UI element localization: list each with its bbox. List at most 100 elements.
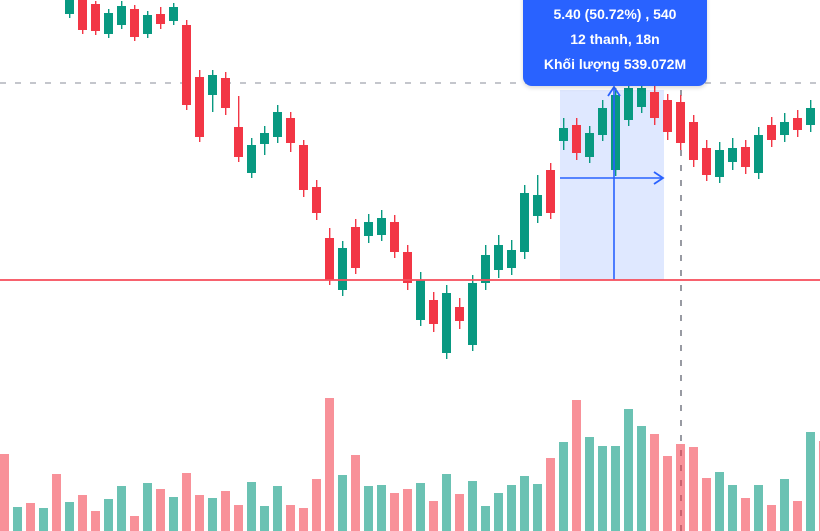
volume-bar bbox=[78, 495, 87, 531]
candle-body bbox=[780, 122, 789, 135]
candle-body bbox=[585, 133, 594, 157]
volume-bar bbox=[429, 501, 438, 531]
volume-bar bbox=[169, 497, 178, 531]
candle-body bbox=[429, 300, 438, 324]
candle-body bbox=[546, 170, 555, 213]
candle-body bbox=[351, 227, 360, 268]
candle-body bbox=[559, 128, 568, 141]
volume-bar bbox=[572, 400, 581, 531]
candle-body bbox=[689, 122, 698, 160]
volume-bar bbox=[0, 454, 9, 531]
candle-body bbox=[130, 9, 139, 37]
candle-body bbox=[494, 245, 503, 270]
candle-pane bbox=[65, 0, 815, 359]
candle-body bbox=[299, 145, 308, 190]
candle-body bbox=[182, 25, 191, 105]
candle-body bbox=[91, 4, 100, 31]
candle-body bbox=[234, 127, 243, 157]
measure-right-arrowhead bbox=[653, 171, 665, 185]
volume-bar bbox=[39, 508, 48, 531]
candle-body bbox=[728, 148, 737, 162]
candle-body bbox=[455, 307, 464, 321]
measure-drawing[interactable] bbox=[560, 85, 665, 280]
volume-bar bbox=[754, 485, 763, 531]
volume-bar bbox=[221, 491, 230, 531]
volume-bar bbox=[13, 507, 22, 531]
candle-body bbox=[676, 102, 685, 143]
volume-bar bbox=[260, 506, 269, 531]
volume-bar bbox=[689, 447, 698, 531]
candle-body bbox=[806, 108, 815, 125]
candle-body bbox=[312, 187, 321, 213]
volume-bar bbox=[663, 456, 672, 531]
candle-body bbox=[325, 238, 334, 280]
volume-bar bbox=[377, 485, 386, 531]
candle-body bbox=[650, 92, 659, 118]
volume-bar bbox=[585, 437, 594, 531]
volume-bar bbox=[806, 432, 815, 531]
volume-bar bbox=[767, 505, 776, 531]
volume-bar bbox=[195, 495, 204, 531]
volume-bar bbox=[715, 472, 724, 531]
volume-bar bbox=[104, 499, 113, 531]
candle-body bbox=[468, 283, 477, 345]
volume-bar bbox=[559, 442, 568, 531]
volume-bar bbox=[52, 474, 61, 531]
volume-bar bbox=[156, 489, 165, 531]
volume-bar bbox=[468, 481, 477, 531]
candle-body bbox=[195, 77, 204, 137]
candle-body bbox=[78, 0, 87, 30]
volume-bar bbox=[598, 446, 607, 531]
candle-body bbox=[364, 222, 373, 236]
volume-bar bbox=[676, 444, 685, 531]
volume-bar bbox=[364, 486, 373, 531]
candle-body bbox=[624, 88, 633, 120]
volume-bar bbox=[793, 501, 802, 531]
volume-bar bbox=[91, 511, 100, 531]
volume-bar bbox=[702, 478, 711, 531]
volume-bar bbox=[442, 474, 451, 531]
volume-bar bbox=[182, 473, 191, 531]
measure-tooltip: 5.40 (50.72%) , 540 12 thanh, 18n Khối l… bbox=[523, 0, 707, 86]
volume-bar bbox=[273, 486, 282, 531]
volume-bar bbox=[624, 409, 633, 531]
candle-body bbox=[247, 145, 256, 173]
volume-bar bbox=[338, 475, 347, 531]
volume-bar bbox=[312, 479, 321, 531]
volume-bar bbox=[299, 508, 308, 531]
volume-bar bbox=[520, 476, 529, 531]
candle-body bbox=[572, 125, 581, 153]
candle-body bbox=[169, 7, 178, 21]
volume-bar bbox=[741, 498, 750, 531]
candle-body bbox=[143, 15, 152, 34]
volume-bar bbox=[416, 483, 425, 531]
volume-bar bbox=[507, 485, 516, 531]
candle-body bbox=[741, 147, 750, 167]
candle-body bbox=[507, 250, 516, 268]
volume-bar bbox=[650, 434, 659, 531]
volume-bar bbox=[637, 426, 646, 531]
volume-bar bbox=[234, 505, 243, 531]
volume-bar bbox=[611, 446, 620, 531]
candle-body bbox=[221, 78, 230, 108]
candle-body bbox=[416, 280, 425, 320]
candle-body bbox=[260, 133, 269, 144]
candle-body bbox=[611, 95, 620, 170]
measure-up-arrowhead bbox=[607, 85, 621, 97]
volume-bar bbox=[143, 483, 152, 531]
volume-bar bbox=[481, 506, 490, 531]
volume-bar bbox=[65, 502, 74, 531]
volume-bar bbox=[130, 516, 139, 531]
volume-bar bbox=[390, 493, 399, 531]
candle-body bbox=[338, 248, 347, 290]
volume-bar bbox=[351, 455, 360, 531]
volume-bar bbox=[208, 498, 217, 531]
volume-bar bbox=[286, 505, 295, 531]
volume-bar bbox=[247, 482, 256, 531]
candle-body bbox=[273, 112, 282, 137]
candle-body bbox=[65, 0, 74, 14]
candle-body bbox=[715, 150, 724, 177]
candle-body bbox=[702, 148, 711, 175]
